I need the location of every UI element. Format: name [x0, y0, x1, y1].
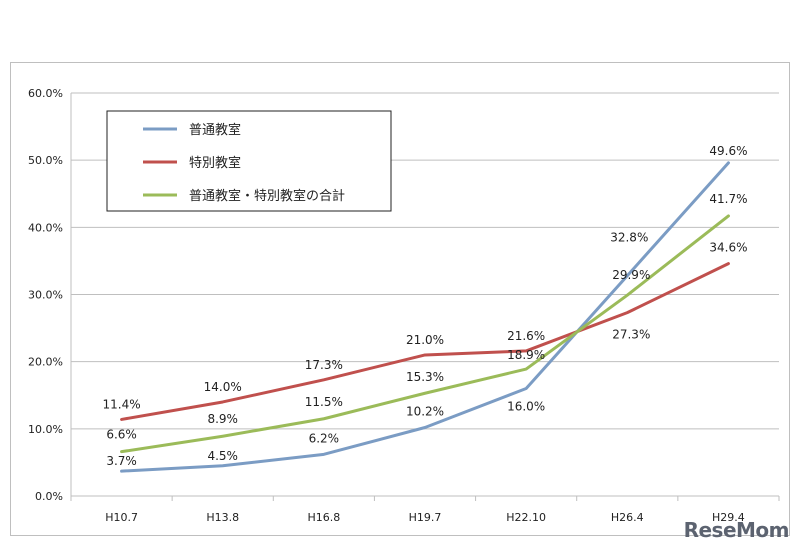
line-chart: 0.0% 10.0% 20.0% 30.0% 40.0% 50.0% 60.0% H10.7 H…: [28, 87, 780, 524]
resemom-watermark: ReseMom: [683, 518, 790, 542]
data-label: 6.6%: [106, 428, 137, 442]
series-line-3: [120, 214, 730, 454]
x-tick-label: H26.4: [611, 511, 644, 524]
data-label: 21.6%: [507, 329, 545, 343]
legend-label: 特別教室: [189, 155, 241, 171]
data-label: 11.4%: [103, 397, 141, 411]
series-line-1: [120, 161, 730, 473]
x-tick-label: H10.7: [105, 511, 138, 524]
y-tick-label: 0.0%: [35, 490, 63, 503]
data-label: 11.5%: [305, 395, 343, 409]
legend-label: 普通教室: [189, 122, 241, 138]
data-label: 3.7%: [106, 454, 137, 468]
data-label: 34.6%: [709, 241, 747, 255]
y-tick-label: 10.0%: [28, 423, 63, 436]
data-label: 18.9%: [507, 348, 545, 362]
x-tick-label: H22.10: [506, 511, 546, 524]
x-tick-label: H19.7: [409, 511, 442, 524]
data-label: 14.0%: [204, 380, 242, 394]
data-label: 8.9%: [207, 412, 238, 426]
data-label: 10.2%: [406, 404, 444, 418]
data-label: 41.7%: [709, 192, 747, 206]
y-tick-label: 50.0%: [28, 154, 63, 167]
data-label: 17.3%: [305, 358, 343, 372]
x-tick-label: H13.8: [206, 511, 239, 524]
data-label: 4.5%: [207, 449, 238, 463]
data-label: 29.9%: [612, 268, 650, 282]
series-line-2: [120, 262, 730, 421]
y-tick-label: 40.0%: [28, 221, 63, 234]
legend-label: 普通教室・特別教室の合計: [189, 188, 345, 204]
data-label: 15.3%: [406, 370, 444, 384]
data-label: 21.0%: [406, 333, 444, 347]
x-tick-label: H29.4: [712, 511, 745, 524]
y-tick-label: 30.0%: [28, 289, 63, 302]
data-label: 49.6%: [709, 144, 747, 158]
data-label: 16.0%: [507, 400, 545, 414]
y-tick-label: 60.0%: [28, 87, 63, 100]
data-label: 6.2%: [309, 431, 340, 445]
x-tick-label: H16.8: [307, 511, 340, 524]
chart-frame: 0.0% 10.0% 20.0% 30.0% 40.0% 50.0% 60.0% H10.7 H…: [10, 62, 790, 536]
data-label: 32.8%: [610, 231, 648, 245]
y-tick-label: 20.0%: [28, 356, 63, 369]
data-label: 27.3%: [612, 328, 650, 342]
